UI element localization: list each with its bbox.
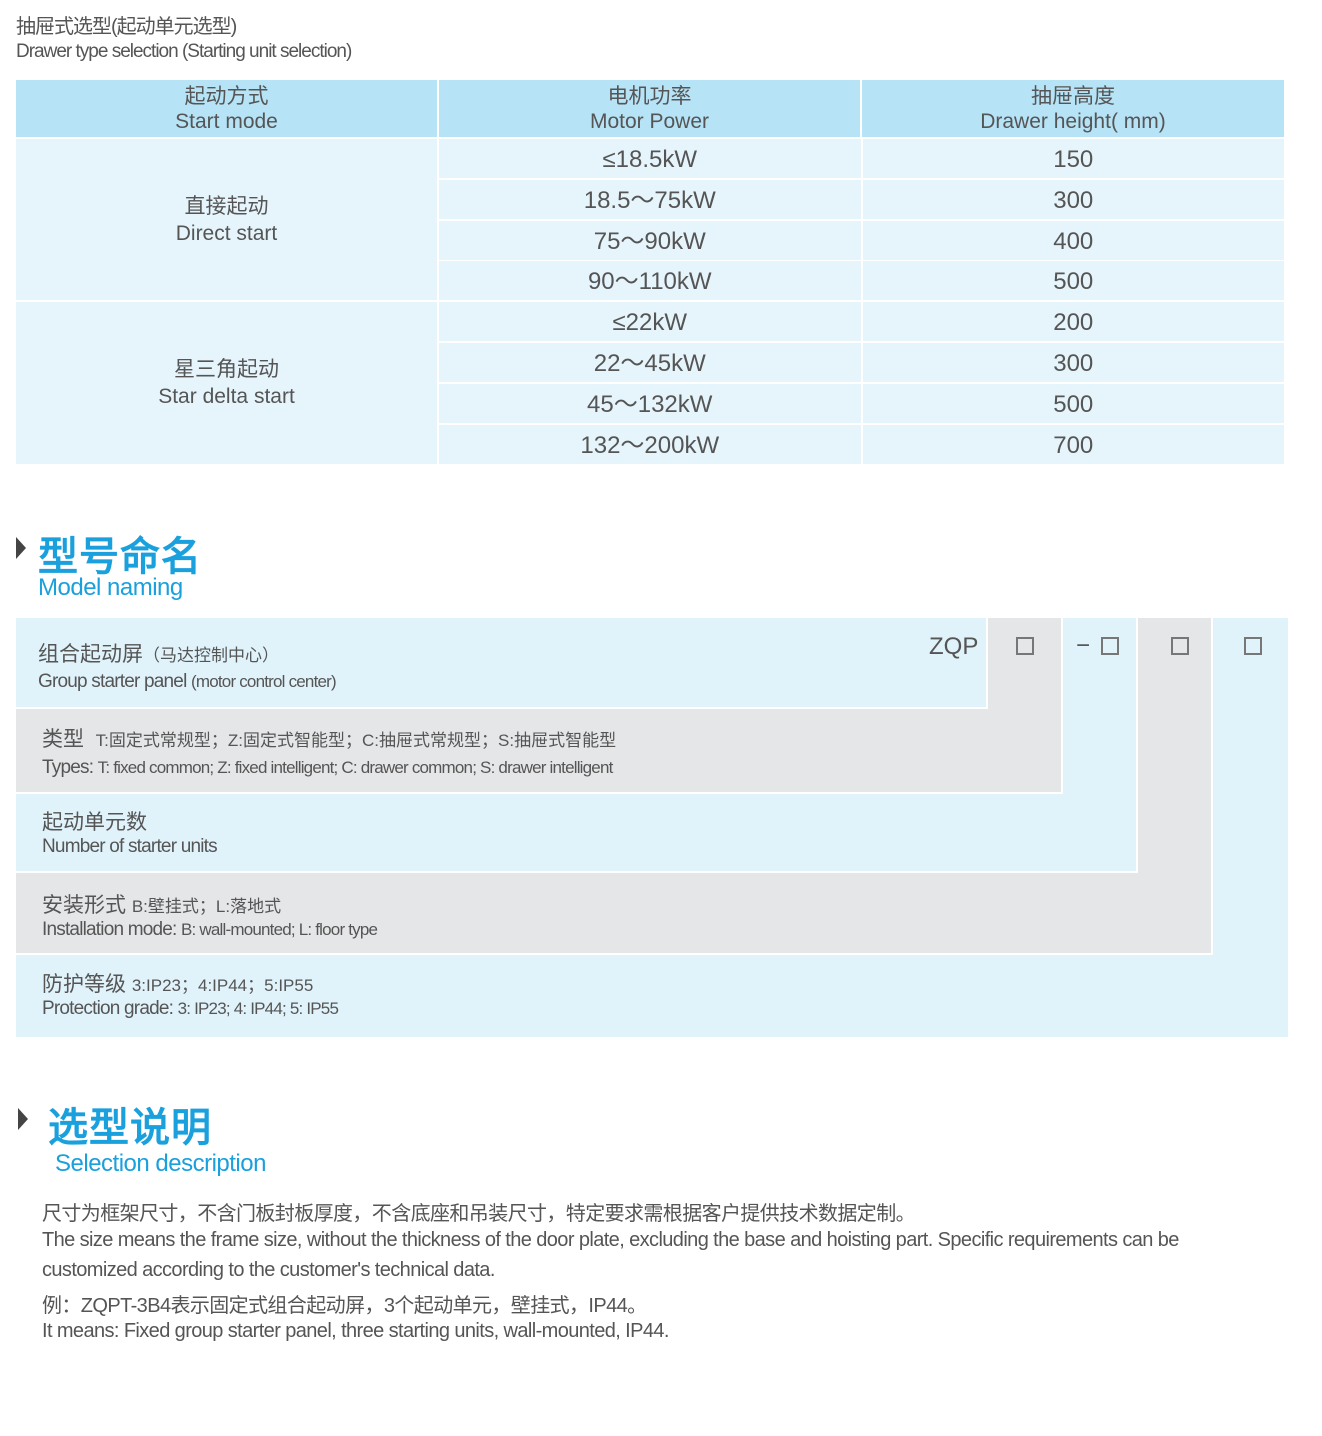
selection-title-en: Selection description <box>55 1150 266 1177</box>
power-cell: ≤22kW <box>439 302 861 342</box>
naming-row-protection-cn: 防护等级 3:IP23；4:IP44；5:IP55 <box>42 968 313 998</box>
row-en-note: 3: IP23; 4: IP44; 5: IP55 <box>177 999 339 1018</box>
header-en: Start mode <box>175 110 278 133</box>
header-start-mode: 起动方式 Start mode <box>16 80 437 137</box>
mode-cell: 直接起动 Direct start <box>16 139 437 301</box>
row-en: Protection grade: <box>42 998 174 1019</box>
row-cn-note: T:固定式常规型；Z:固定式智能型；C:抽屉式常规型；S:抽屉式智能型 <box>95 731 617 750</box>
description-line: customized according to the customer's t… <box>42 1259 495 1281</box>
naming-row-panel-en: Group starter panel (motor control cente… <box>38 671 337 693</box>
height-cell: 500 <box>862 383 1284 423</box>
description-line: 例：ZQPT-3B4表示固定式组合起动屏，3个起动单元，壁挂式，IP44。 <box>42 1295 647 1317</box>
naming-row-units-cn: 起动单元数 <box>42 806 147 836</box>
section-arrow-icon <box>18 1108 28 1130</box>
table-row: ≤22kW 200 <box>439 302 1284 342</box>
row-en: Installation mode: <box>42 919 177 940</box>
row-en: Group starter panel <box>38 671 187 692</box>
table-row: 90～110kW 500 <box>439 261 1284 301</box>
row-cn-note: （马达控制中心） <box>143 646 279 665</box>
row-cn: 安装形式 <box>42 894 126 917</box>
row-cn-note: 3:IP23；4:IP44；5:IP55 <box>131 976 314 995</box>
naming-block-panel <box>16 618 988 709</box>
row-en: Number of starter units <box>42 836 218 857</box>
height-cell: 300 <box>862 343 1284 383</box>
description-line: The size means the frame size, without t… <box>42 1229 1179 1251</box>
height-cell: 700 <box>862 424 1284 464</box>
power-cell: 90～110kW <box>439 261 861 301</box>
row-en-note: T: fixed common; Z: fixed intelligent; C… <box>97 758 614 777</box>
units-placeholder-box-icon <box>1101 637 1119 655</box>
mode-en: Direct start <box>175 221 278 245</box>
protection-placeholder-box-icon <box>1244 637 1262 655</box>
header-en: Motor Power <box>589 110 710 133</box>
row-cn: 防护等级 <box>42 973 126 996</box>
table-row: 22～45kW 300 <box>439 343 1284 383</box>
description-line: 尺寸为框架尺寸，不含门板封板厚度，不含底座和吊装尺寸，特定要求需根据客户提供技术… <box>42 1203 916 1225</box>
power-cell: 18.5～75kW <box>439 179 861 219</box>
header-cn: 起动方式 <box>184 85 269 108</box>
row-cn: 起动单元数 <box>42 811 147 834</box>
type-placeholder-box-icon <box>1016 637 1034 655</box>
row-en-note: B: wall-mounted; L: floor type <box>181 920 378 939</box>
selection-title-cn: 选型说明 <box>48 1106 212 1150</box>
model-naming-title-en: Model naming <box>38 574 183 601</box>
description-line: It means: Fixed group starter panel, thr… <box>42 1320 669 1342</box>
power-cell: 22～45kW <box>439 343 861 383</box>
model-naming-title-cn: 型号命名 <box>38 535 202 579</box>
table-row: 45～132kW 500 <box>439 383 1284 423</box>
drawer-section-title-en: Drawer type selection (Starting unit sel… <box>16 41 352 62</box>
height-cell: 500 <box>862 261 1284 301</box>
naming-row-types-en: Types: T: fixed common; Z: fixed intelli… <box>42 757 613 779</box>
power-cell: 45～132kW <box>439 383 861 423</box>
row-cn-note: B:壁挂式；L:落地式 <box>131 897 282 916</box>
height-cell: 150 <box>862 139 1284 178</box>
model-prefix: ZQP <box>929 633 979 660</box>
table-header: 起动方式 Start mode 电机功率 Motor Power 抽屉高度 Drawe… <box>16 80 1284 137</box>
row-en-note: (motor control center) <box>190 672 337 691</box>
table-row: 132～200kW 700 <box>439 424 1284 464</box>
power-cell: 75～90kW <box>439 220 861 260</box>
naming-row-panel-cn: 组合起动屏（马达控制中心） <box>38 638 279 668</box>
drawer-selection-table: 起动方式 Start mode 电机功率 Motor Power 抽屉高度 Drawe… <box>16 80 1284 466</box>
header-motor-power: 电机功率 Motor Power <box>439 80 860 137</box>
naming-row-protection-en: Protection grade: 3: IP23; 4: IP44; 5: I… <box>42 998 339 1020</box>
table-row: ≤18.5kW 150 <box>439 139 1284 178</box>
installation-placeholder-box-icon <box>1171 637 1189 655</box>
header-en: Drawer height( mm) <box>980 110 1166 133</box>
mode-cn: 直接起动 <box>184 194 269 218</box>
header-cn: 电机功率 <box>607 85 692 108</box>
row-cn: 类型 <box>42 728 84 751</box>
row-cn: 组合起动屏 <box>38 643 143 666</box>
power-cell: ≤18.5kW <box>439 139 861 178</box>
table-row: 18.5～75kW 300 <box>439 179 1284 219</box>
naming-row-installation-cn: 安装形式 B:壁挂式；L:落地式 <box>42 889 281 919</box>
naming-row-installation-en: Installation mode: B: wall-mounted; L: f… <box>42 919 378 941</box>
power-cell: 132～200kW <box>439 424 861 464</box>
table-row: 75～90kW 400 <box>439 220 1284 260</box>
height-cell: 300 <box>862 179 1284 219</box>
mode-en: Star delta start <box>158 385 295 409</box>
height-cell: 400 <box>862 220 1284 260</box>
height-cell: 200 <box>862 302 1284 342</box>
model-dash: − <box>1076 632 1091 659</box>
row-en: Types: <box>42 757 94 778</box>
group-star-delta-start: 星三角起动 Star delta start ≤22kW 200 22～45kW 30… <box>16 302 1284 464</box>
naming-row-types-cn: 类型 T:固定式常规型；Z:固定式智能型；C:抽屉式常规型；S:抽屉式智能型 <box>42 723 616 753</box>
mode-cell: 星三角起动 Star delta start <box>16 302 437 464</box>
naming-row-units-en: Number of starter units <box>42 836 218 858</box>
group-direct-start: 直接起动 Direct start ≤18.5kW 150 18.5～75kW 300… <box>16 139 1284 301</box>
header-drawer-height: 抽屉高度 Drawer height( mm) <box>862 80 1284 137</box>
section-arrow-icon <box>16 537 26 559</box>
drawer-section-title-cn: 抽屉式选型(起动单元选型) <box>16 16 237 38</box>
mode-cn: 星三角起动 <box>174 358 279 382</box>
header-cn: 抽屉高度 <box>1031 85 1115 108</box>
